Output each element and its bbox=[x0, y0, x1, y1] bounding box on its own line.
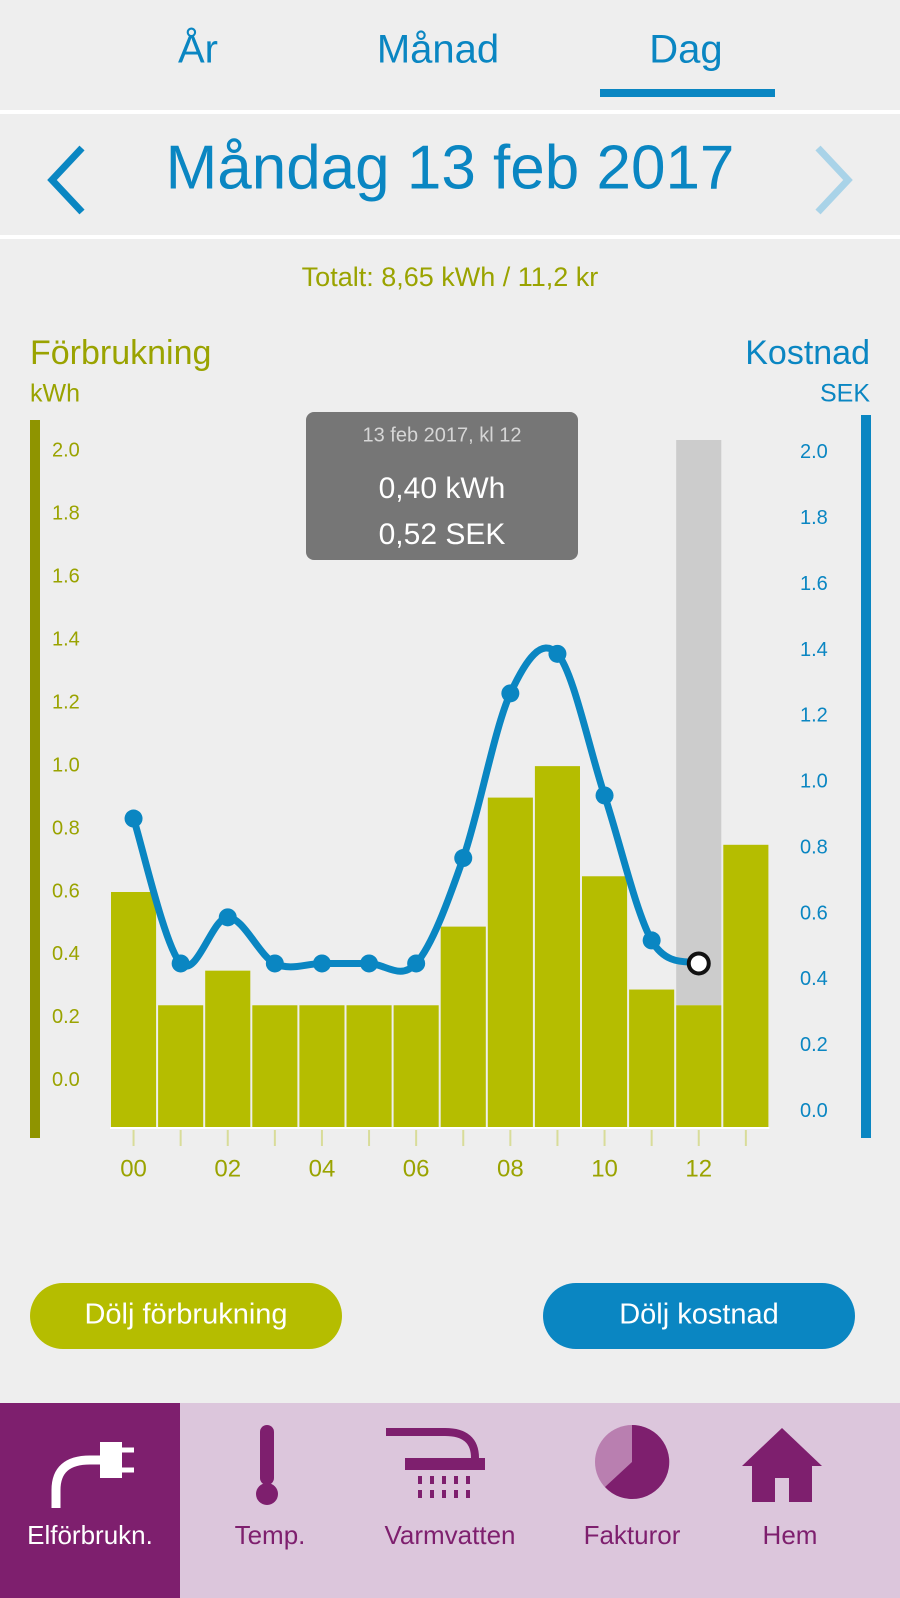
x-tick-label: 02 bbox=[214, 1155, 241, 1182]
point bbox=[595, 786, 614, 805]
pie-icon bbox=[595, 1424, 670, 1499]
y-tick-label: 1.8 bbox=[52, 503, 80, 525]
y-axis-bar bbox=[30, 420, 40, 1138]
button-label[interactable]: Dölj kostnad bbox=[619, 1299, 779, 1331]
nav-label[interactable]: Temp. bbox=[235, 1520, 306, 1550]
point bbox=[501, 684, 520, 703]
point bbox=[548, 644, 567, 663]
y-axis-unit: kWh bbox=[30, 380, 80, 408]
x-tick-label: 00 bbox=[120, 1155, 147, 1182]
bar bbox=[629, 989, 675, 1128]
bar bbox=[487, 797, 533, 1128]
tooltip-line: 0,40 kWh bbox=[379, 472, 506, 505]
tab[interactable]: År bbox=[178, 27, 218, 72]
y-tick-label: 1.6 bbox=[52, 566, 80, 588]
bar bbox=[111, 892, 157, 1128]
divider bbox=[0, 235, 900, 239]
y-tick-label: 1.4 bbox=[52, 629, 80, 651]
nav-label[interactable]: Hem bbox=[763, 1520, 818, 1550]
bar bbox=[723, 844, 769, 1128]
button-label[interactable]: Dölj förbrukning bbox=[84, 1299, 287, 1331]
prev-arrow[interactable] bbox=[47, 145, 85, 215]
point bbox=[642, 931, 661, 950]
x-tick-label: 04 bbox=[309, 1155, 336, 1182]
point bbox=[265, 954, 284, 973]
divider bbox=[0, 110, 900, 114]
bar bbox=[440, 926, 486, 1128]
y2-axis-unit: SEK bbox=[820, 380, 870, 408]
tooltip bbox=[306, 412, 578, 560]
y-tick-label: 1.0 bbox=[52, 754, 80, 776]
date-title: Måndag 13 feb 2017 bbox=[166, 133, 735, 202]
point bbox=[407, 954, 426, 973]
y2-axis-bar bbox=[861, 415, 871, 1138]
tab-active[interactable]: Dag bbox=[649, 28, 722, 72]
plug-icon bbox=[51, 1442, 134, 1508]
next-arrow[interactable] bbox=[815, 145, 853, 215]
bar bbox=[582, 876, 628, 1128]
nav-label[interactable]: Elförbrukn. bbox=[27, 1520, 153, 1550]
y-axis-title: Förbrukning bbox=[30, 334, 211, 372]
bar bbox=[205, 970, 251, 1128]
x-tick-label: 08 bbox=[497, 1155, 524, 1182]
tab-underline bbox=[600, 89, 775, 97]
y2-tick-label: 1.0 bbox=[800, 771, 828, 793]
selected-point bbox=[686, 951, 711, 976]
y2-tick-label: 1.2 bbox=[800, 705, 828, 727]
y-tick-label: 0.8 bbox=[52, 817, 80, 839]
y2-tick-label: 1.8 bbox=[800, 507, 828, 529]
thermometer-icon bbox=[256, 1425, 278, 1505]
house-icon bbox=[742, 1428, 822, 1502]
y2-tick-label: 0.4 bbox=[800, 968, 828, 990]
y2-tick-label: 1.4 bbox=[800, 639, 828, 661]
bar bbox=[346, 1005, 392, 1128]
bar bbox=[252, 1005, 298, 1128]
tooltip-line: 0,52 SEK bbox=[379, 518, 506, 551]
y2-tick-label: 2.0 bbox=[800, 441, 828, 463]
y-tick-label: 0.2 bbox=[52, 1006, 80, 1028]
point bbox=[454, 849, 473, 868]
nav-label[interactable]: Fakturor bbox=[584, 1520, 681, 1550]
tooltip-title: 13 feb 2017, kl 12 bbox=[362, 424, 521, 446]
y-tick-label: 0.6 bbox=[52, 880, 80, 902]
x-tick-label: 06 bbox=[403, 1155, 430, 1182]
shower-icon bbox=[386, 1428, 485, 1498]
y-tick-label: 1.2 bbox=[52, 691, 80, 713]
y2-tick-label: 0.2 bbox=[800, 1034, 828, 1056]
point bbox=[218, 908, 237, 927]
button[interactable] bbox=[543, 1283, 855, 1349]
point bbox=[171, 954, 190, 973]
y2-tick-label: 0.0 bbox=[800, 1100, 828, 1122]
x-tick-label: 12 bbox=[685, 1155, 712, 1182]
y2-tick-label: 0.6 bbox=[800, 902, 828, 924]
y2-tick-label: 0.8 bbox=[800, 836, 828, 858]
bar bbox=[158, 1005, 204, 1128]
point bbox=[312, 954, 331, 973]
y-tick-label: 0.0 bbox=[52, 1069, 80, 1091]
bar bbox=[299, 1005, 345, 1128]
y-tick-label: 0.4 bbox=[52, 943, 80, 965]
bar bbox=[676, 1005, 722, 1128]
y2-tick-label: 1.6 bbox=[800, 573, 828, 595]
bar bbox=[534, 766, 580, 1128]
nav-active[interactable] bbox=[0, 1403, 180, 1598]
y-tick-label: 2.0 bbox=[52, 440, 80, 462]
y2-axis-title: Kostnad bbox=[745, 334, 870, 372]
nav-label[interactable]: Varmvatten bbox=[384, 1520, 515, 1550]
tab[interactable]: Månad bbox=[377, 28, 499, 72]
chart: 0.0 0.2 0.4 0.6 0.8 1.0 1.2 1.4 1.6 1.8 2.0 0.0 0.2 0… bbox=[52, 412, 828, 1182]
point bbox=[360, 954, 379, 973]
button[interactable] bbox=[30, 1283, 342, 1349]
bar bbox=[393, 1005, 439, 1128]
highlight-column bbox=[676, 440, 722, 1006]
point bbox=[124, 809, 143, 828]
x-tick-label: 10 bbox=[591, 1155, 618, 1182]
total: Totalt: 8,65 kWh / 11,2 kr bbox=[302, 262, 599, 292]
